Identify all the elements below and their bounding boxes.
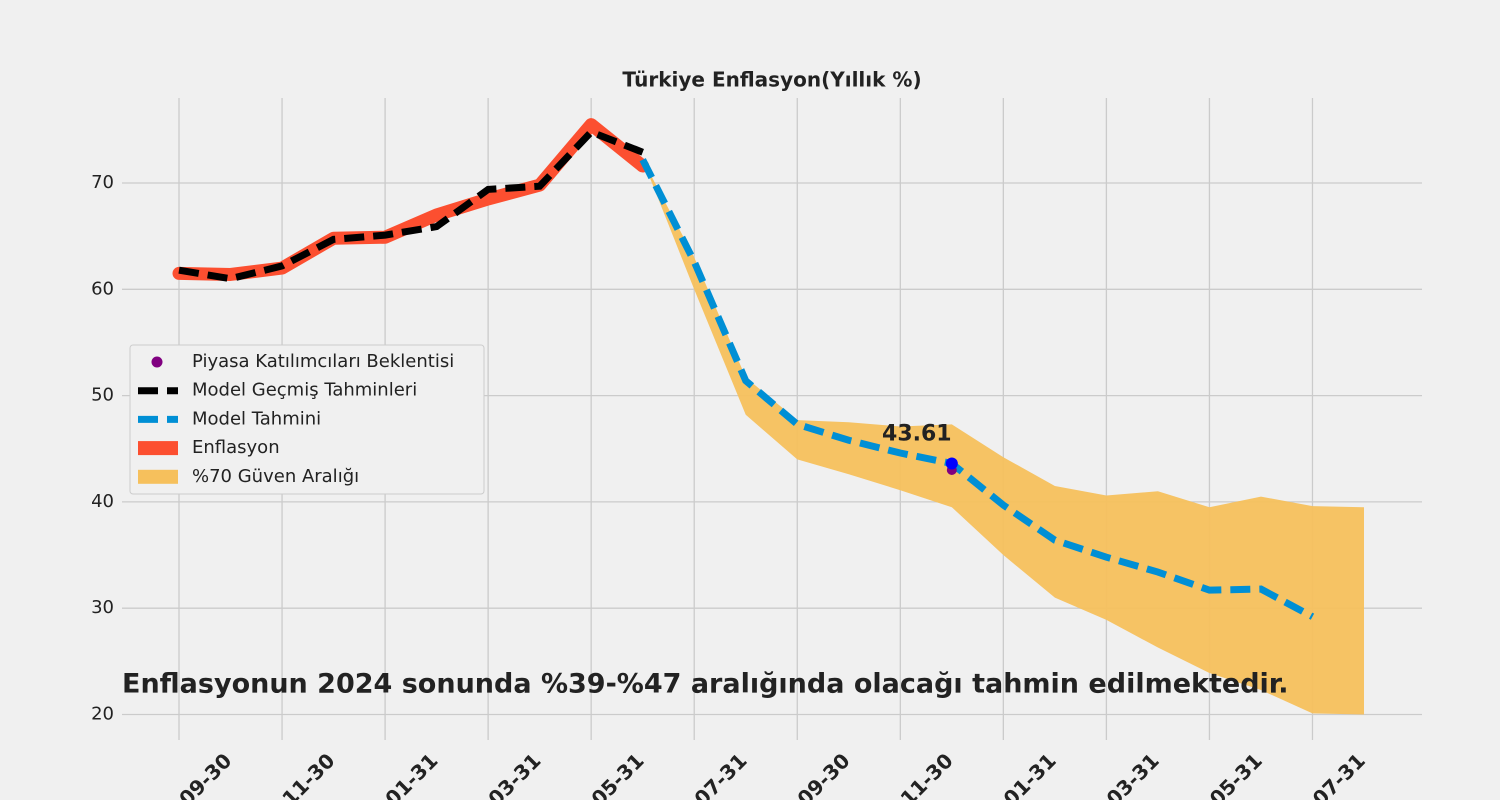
legend-key xyxy=(138,441,178,456)
y-tick-label: 70 xyxy=(91,172,114,193)
x-tick-label: 07-31 xyxy=(1308,748,1370,800)
x-tick-label: 09-30 xyxy=(792,748,854,800)
y-tick-label: 60 xyxy=(91,278,114,299)
x-tick-label: 05-31 xyxy=(586,748,648,800)
x-tick-label: 05-31 xyxy=(1205,748,1267,800)
x-tick-label: 01-31 xyxy=(380,748,442,800)
x-tick-label: 01-31 xyxy=(999,748,1061,800)
chart-note: Enflasyonun 2024 sonunda %39-%47 aralığı… xyxy=(122,669,1289,700)
x-tick-label: 11-30 xyxy=(277,748,339,800)
highlight-label: 43.61 xyxy=(882,422,952,447)
legend-label: %70 Güven Aralığı xyxy=(192,466,359,487)
y-tick-label: 50 xyxy=(91,385,114,406)
x-tick-label: 07-31 xyxy=(689,748,751,800)
highlight-point xyxy=(945,457,958,470)
legend-label: Piyasa Katılımcıları Beklentisi xyxy=(192,351,454,372)
y-tick-label: 40 xyxy=(91,491,114,512)
legend-key xyxy=(138,469,178,484)
legend-label: Enflasyon xyxy=(192,437,280,458)
forecast-line xyxy=(639,158,1315,620)
forecast-line xyxy=(178,127,644,283)
legend-label: Model Tahmini xyxy=(192,408,321,429)
legend-box xyxy=(129,344,485,495)
legend-key xyxy=(151,356,163,368)
x-tick-label: 03-31 xyxy=(483,748,545,800)
x-tick-label: 09-30 xyxy=(174,748,236,800)
x-tick-label: 03-31 xyxy=(1102,748,1164,800)
legend: Piyasa Katılımcıları Beklentisi Model Geç… xyxy=(129,344,485,495)
y-tick-label: 20 xyxy=(91,703,114,724)
inflation-line xyxy=(172,118,650,281)
confidence-band xyxy=(642,159,1364,715)
x-tick-label: 11-30 xyxy=(896,748,958,800)
y-tick-label: 30 xyxy=(91,597,114,618)
legend-label: Model Geçmiş Tahminleri xyxy=(192,380,417,401)
chart-title: Türkiye Enflasyon(Yıllık %) xyxy=(622,68,921,92)
